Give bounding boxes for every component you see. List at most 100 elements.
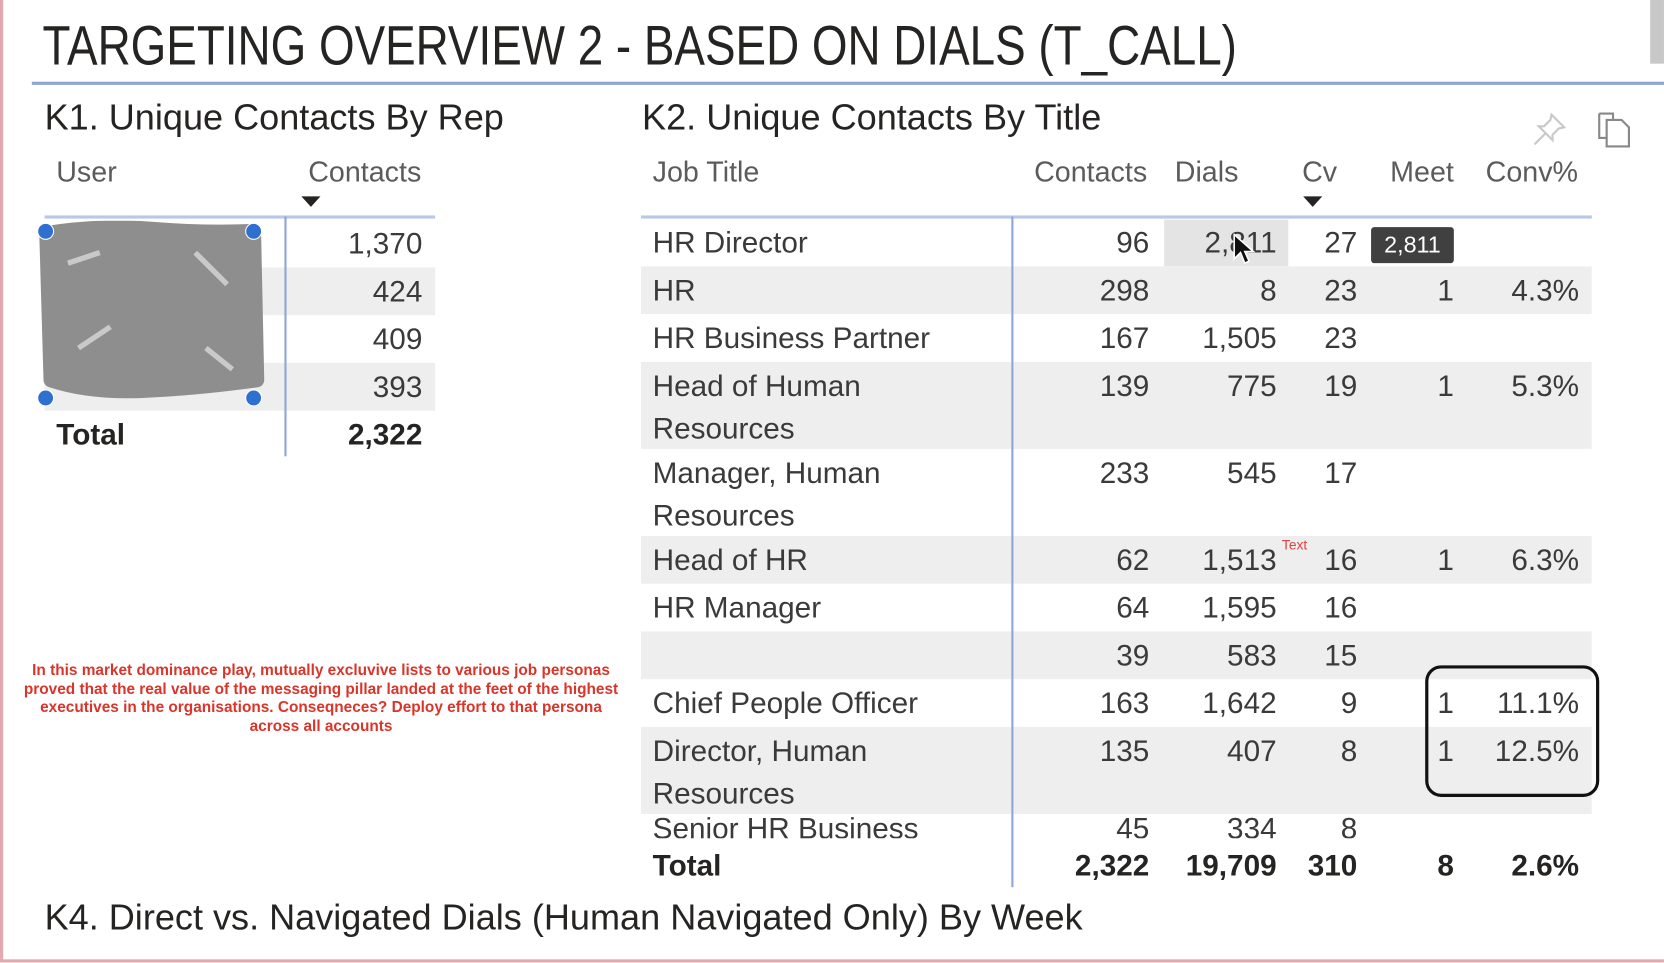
job-title-cell: Chief People Officer [652, 686, 919, 720]
k2-heading: K2. Unique Contacts By Title [642, 97, 1102, 138]
tooltip: 2,811 [1371, 227, 1454, 264]
mouse-cursor-icon [1233, 233, 1256, 265]
cv-cell: 23 [1324, 321, 1358, 355]
k2-total-contacts: 2,322 [1074, 848, 1150, 882]
selection-handle[interactable] [245, 222, 263, 240]
k2-col-cv[interactable]: Cv [1302, 155, 1338, 188]
contacts-cell: 45 [1116, 817, 1150, 839]
dials-cell: 2,811 [1157, 222, 1276, 264]
k2-total-dials: 19,709 [1185, 848, 1277, 882]
table-row[interactable]: HR 298 8 23 1 4.3% [640, 266, 1592, 315]
meet-cell: 1 [1437, 734, 1454, 768]
k2-col-job-title[interactable]: Job Title [652, 155, 760, 188]
conv-cell: 5.3% [1511, 369, 1580, 403]
dials-cell: 407 [1227, 734, 1277, 768]
meet-cell: 1 [1437, 273, 1454, 307]
contacts-cell: 163 [1099, 686, 1150, 720]
cv-cell: 27 [1324, 226, 1358, 259]
contacts-cell: 96 [1116, 226, 1150, 259]
conv-cell: 4.3% [1511, 273, 1580, 307]
table-row[interactable]: Director, Human Resources 135 407 8 1 12.5% [640, 726, 1592, 814]
copy-icon[interactable] [1596, 110, 1632, 148]
dials-cell: 775 [1227, 369, 1277, 403]
annotation-note: In this market dominance play, mutually … [23, 662, 619, 735]
page-border [0, 959, 1664, 963]
dials-cell: 1,642 [1202, 686, 1277, 720]
table-row[interactable]: Head of HR 62 1,513 16 1 6.3% [640, 535, 1592, 584]
column-divider [1011, 216, 1014, 888]
job-title-cell: HR [652, 273, 696, 307]
dials-cell: 583 [1227, 638, 1277, 672]
cv-cell: 16 [1324, 543, 1358, 577]
job-title-cell: Senior HR Business [652, 817, 919, 839]
dials-cell: 334 [1227, 817, 1277, 839]
table-row[interactable]: Head of Human Resources 139 775 19 1 5.3% [640, 361, 1592, 449]
page-border [0, 0, 4, 963]
job-title-cell: Resources [652, 776, 795, 810]
k2-col-meet[interactable]: Meet [1390, 155, 1454, 188]
k2-col-conv-[interactable]: Conv% [1485, 155, 1579, 188]
text-mark: Text [1281, 536, 1308, 553]
k2-total-cv: 310 [1307, 848, 1358, 882]
k2-total-conv: 2.6% [1511, 848, 1580, 882]
contacts-cell: 62 [1116, 543, 1150, 577]
cv-cell: 19 [1324, 369, 1358, 403]
page-title: TARGETING OVERVIEW 2 - BASED ON DIALS (T… [42, 15, 1237, 78]
job-title-cell: Head of HR [652, 543, 808, 577]
k1-contacts-cell: 393 [372, 370, 423, 404]
job-title-cell: HR Manager [652, 591, 822, 624]
contacts-cell: 233 [1099, 456, 1150, 490]
k2-total-meet: 8 [1437, 848, 1454, 882]
table-row[interactable]: Senior HR Business 45 334 8 [641, 814, 1592, 838]
table-row[interactable]: Manager, Human Resources 233 545 17 [641, 449, 1592, 536]
contacts-cell: 39 [1116, 638, 1150, 672]
selection-handle[interactable] [37, 222, 55, 240]
sort-desc-icon[interactable] [1303, 196, 1323, 207]
cv-cell: 8 [1340, 734, 1358, 768]
cv-cell: 17 [1324, 456, 1358, 490]
hovered-cell [1164, 219, 1289, 267]
k2-col-contacts[interactable]: Contacts [1034, 155, 1148, 188]
table-row[interactable]: HR Business Partner 167 1,505 23 [641, 314, 1592, 362]
dials-cell: 1,513 [1202, 543, 1277, 577]
job-title-cell: HR Director [652, 226, 808, 259]
contacts-cell: 139 [1099, 369, 1150, 403]
selection-handle[interactable] [245, 389, 263, 407]
k1-contacts-cell: 409 [372, 322, 423, 356]
contacts-cell: 135 [1099, 734, 1150, 768]
job-title-cell: Resources [652, 411, 795, 445]
job-title-cell: Director, Human [652, 734, 868, 768]
table-row[interactable]: HR Manager 64 1,595 16 [641, 584, 1592, 632]
job-title-cell: Manager, Human [652, 456, 881, 490]
job-title-cell: Resources [652, 498, 795, 532]
conv-cell [1464, 817, 1579, 838]
header-divider [44, 215, 436, 219]
scrollbar[interactable] [1650, 0, 1664, 64]
conv-cell: 6.3% [1511, 543, 1580, 577]
dials-cell: 8 [1260, 273, 1277, 307]
sort-desc-icon[interactable] [301, 196, 321, 207]
contacts-cell: 64 [1116, 591, 1150, 624]
cv-cell: 23 [1324, 273, 1358, 307]
k2-col-dials[interactable]: Dials [1174, 155, 1239, 188]
k1-contacts-cell: 1,370 [347, 227, 423, 260]
highlight-box [1425, 665, 1600, 797]
table-row[interactable]: Chief People Officer 163 1,642 9 1 11.1% [641, 679, 1592, 727]
k1-total-label: Total [56, 418, 126, 452]
contacts-cell: 167 [1099, 321, 1150, 355]
k1-contacts-cell: 424 [372, 274, 423, 308]
k1-col-contacts[interactable]: Contacts [308, 155, 422, 188]
k1-col-user[interactable]: User [56, 155, 117, 188]
pin-icon[interactable] [1530, 110, 1568, 148]
meet-cell: 1 [1437, 369, 1454, 403]
meet-cell: 1 [1437, 686, 1454, 720]
title-divider [31, 81, 1664, 85]
conv-cell: 11.1% [1497, 686, 1580, 720]
k4-heading: K4. Direct vs. Navigated Dials (Human Na… [44, 897, 1083, 939]
job-title-cell: Head of Human [652, 369, 861, 403]
cv-cell: 8 [1340, 817, 1358, 839]
selection-handle[interactable] [37, 389, 55, 407]
cv-cell: 15 [1324, 638, 1358, 672]
